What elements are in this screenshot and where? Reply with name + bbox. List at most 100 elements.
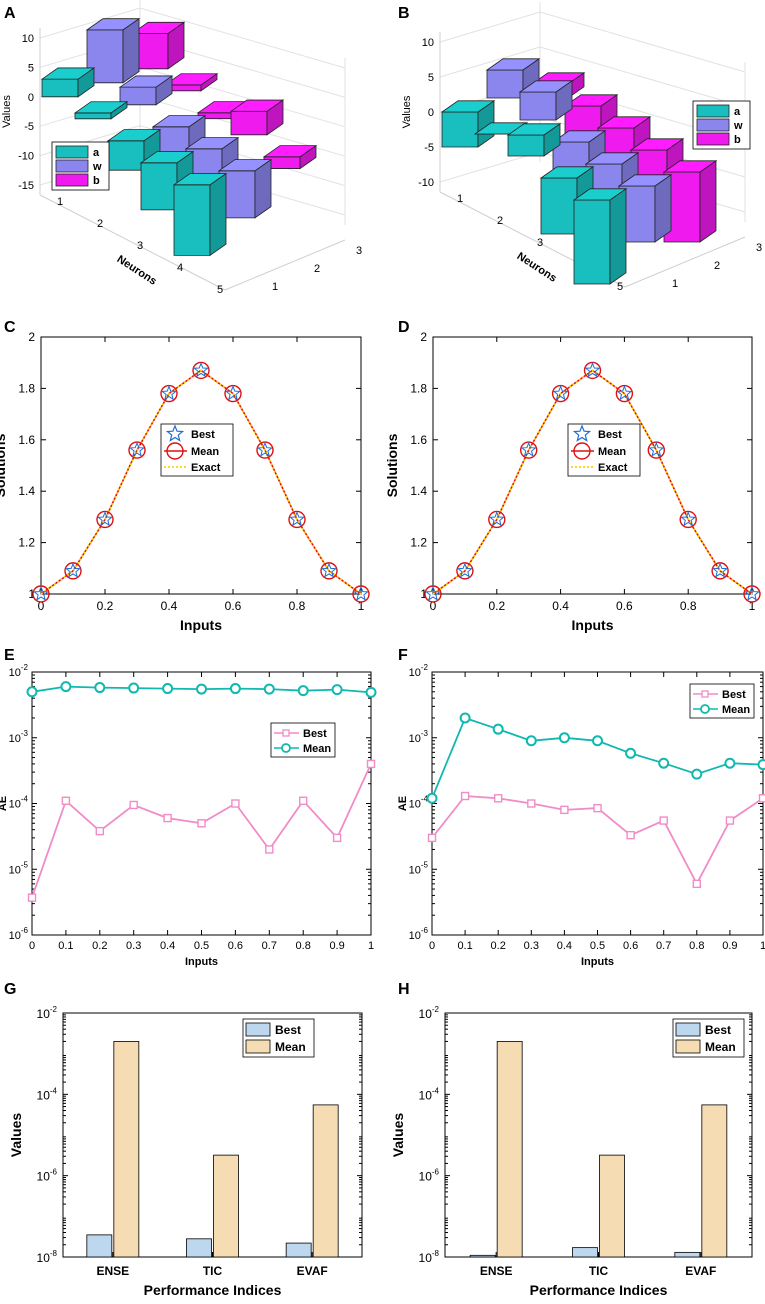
neurons-tick-label: 1 xyxy=(57,196,63,208)
best-marker xyxy=(288,511,306,527)
legend-label-w: w xyxy=(733,120,743,132)
grid-line xyxy=(139,66,346,128)
y-axis-label: AE xyxy=(0,796,9,811)
x-tick-label: 2 xyxy=(314,263,320,275)
neurons-tick-label: 3 xyxy=(137,240,143,252)
bar-side xyxy=(209,172,227,257)
y-tick-label: 10-4 xyxy=(9,795,29,811)
bar-a-neuron-3 xyxy=(506,123,562,157)
z-tick-label: 10 xyxy=(22,33,34,45)
y-tick-label: 10-2 xyxy=(9,663,29,679)
best-marker xyxy=(659,816,668,825)
panel-label-b: B xyxy=(398,5,410,22)
bar-top xyxy=(551,130,607,143)
x-tick-label: 0.7 xyxy=(262,940,277,952)
legend-box xyxy=(689,683,755,719)
bar-top xyxy=(506,123,562,136)
plot-area xyxy=(31,671,372,936)
bar-front xyxy=(519,91,557,121)
bar-front xyxy=(507,134,545,157)
legend-e: Best Mean xyxy=(270,722,336,758)
grid-line xyxy=(39,7,141,39)
legend-c: Best Mean Exact xyxy=(160,423,234,477)
bar-mean-evaf xyxy=(701,1104,728,1258)
best-marker xyxy=(320,562,338,578)
best-marker xyxy=(366,759,376,769)
best-marker xyxy=(743,585,761,601)
bar-top xyxy=(217,159,273,172)
bar-best-tic xyxy=(186,1238,212,1258)
bar-top xyxy=(130,21,186,34)
neurons-tick-label: 2 xyxy=(497,215,503,227)
legend-swatch-mean xyxy=(675,1039,701,1054)
legend-label-mean: Mean xyxy=(705,1040,736,1054)
panel-label-g: G xyxy=(4,981,16,998)
x-tick-label: 0.6 xyxy=(616,599,633,613)
y-axis-label: Values xyxy=(390,1113,406,1158)
z-tick-label: 10 xyxy=(422,37,434,49)
mean-marker xyxy=(26,686,38,698)
best-marker xyxy=(27,893,37,902)
legend-best-marker xyxy=(701,690,709,698)
x-tick-label: 0.8 xyxy=(680,599,697,613)
panel-label-a: A xyxy=(4,5,16,22)
best-marker xyxy=(593,803,602,813)
legend-g: Best Mean xyxy=(242,1018,315,1058)
mean-marker xyxy=(592,735,603,747)
bar-front xyxy=(573,199,611,285)
y-tick-label: 10-3 xyxy=(409,729,429,745)
legend-a: awb xyxy=(51,141,110,191)
legend-label-best: Best xyxy=(722,689,746,701)
x-tick-label: 0.5 xyxy=(194,940,209,952)
x-axis-label: Performance Indices xyxy=(530,1282,668,1298)
panel-label-d: D xyxy=(398,319,410,336)
grid-line xyxy=(439,46,541,78)
mean-marker xyxy=(229,683,241,695)
x-tick-label: 0.3 xyxy=(126,940,141,952)
bar-top xyxy=(662,160,718,173)
legend-label-best: Best xyxy=(705,1023,731,1037)
bar-front xyxy=(230,110,268,136)
legend-label-exact: Exact xyxy=(191,462,221,474)
panel-f-chart: 10-6 10-5 10-4 10-3 10-2 0 0.1 0.2 0.3 0.4 0.5 0.6 0… xyxy=(397,663,765,968)
legend-swatch-b xyxy=(55,173,89,187)
best-marker xyxy=(712,562,729,578)
panel-label-h: H xyxy=(398,981,410,998)
best-marker xyxy=(61,796,71,805)
x-tick-label: 2 xyxy=(714,260,720,272)
bar-mean-ense xyxy=(496,1041,523,1258)
x-tick-label: 0.4 xyxy=(557,940,572,952)
bar-top xyxy=(539,166,595,179)
x-tick-label: 0.4 xyxy=(161,599,178,613)
x-tick-label: 0.8 xyxy=(689,940,704,952)
mean-marker xyxy=(625,747,637,759)
bar-w-neuron-2 xyxy=(118,75,174,106)
x-tick-label: 0.7 xyxy=(656,940,671,952)
z-tick-label: 5 xyxy=(428,72,434,84)
bar-front xyxy=(441,111,479,148)
bar-b-neuron-1 xyxy=(130,21,186,70)
panel-a-chart: 10 5 0 -5 -10 -15 Values 1 2 3 4 5 Neurons 1 2 3 awb xyxy=(1,0,362,296)
x-tick-label: 0.4 xyxy=(552,599,569,613)
x-tick-label: 0 xyxy=(38,599,45,613)
y-tick-label: 1.2 xyxy=(18,536,35,550)
bar-w-neuron-5 xyxy=(217,158,273,219)
legend-label-mean: Mean xyxy=(303,743,331,755)
legend-d: Best Mean Exact xyxy=(567,423,641,477)
bar-top xyxy=(629,138,685,151)
bar-front xyxy=(140,162,178,211)
legend-label-mean: Mean xyxy=(191,446,219,458)
x-tick-label: 1 xyxy=(272,281,278,293)
bar-side xyxy=(654,174,672,243)
x-tick-label: ENSE xyxy=(480,1264,513,1278)
y-axis-label: Values xyxy=(8,1113,24,1158)
z-tick-label: -10 xyxy=(418,177,434,189)
best-marker xyxy=(527,799,536,808)
mean-marker xyxy=(558,732,570,744)
best-marker xyxy=(128,441,146,457)
legend-swatch-best xyxy=(245,1022,271,1037)
legend-swatch-a xyxy=(55,145,89,159)
legend-mean-marker xyxy=(166,442,184,460)
bar-best-ense xyxy=(86,1234,113,1258)
bar-top xyxy=(151,115,207,128)
